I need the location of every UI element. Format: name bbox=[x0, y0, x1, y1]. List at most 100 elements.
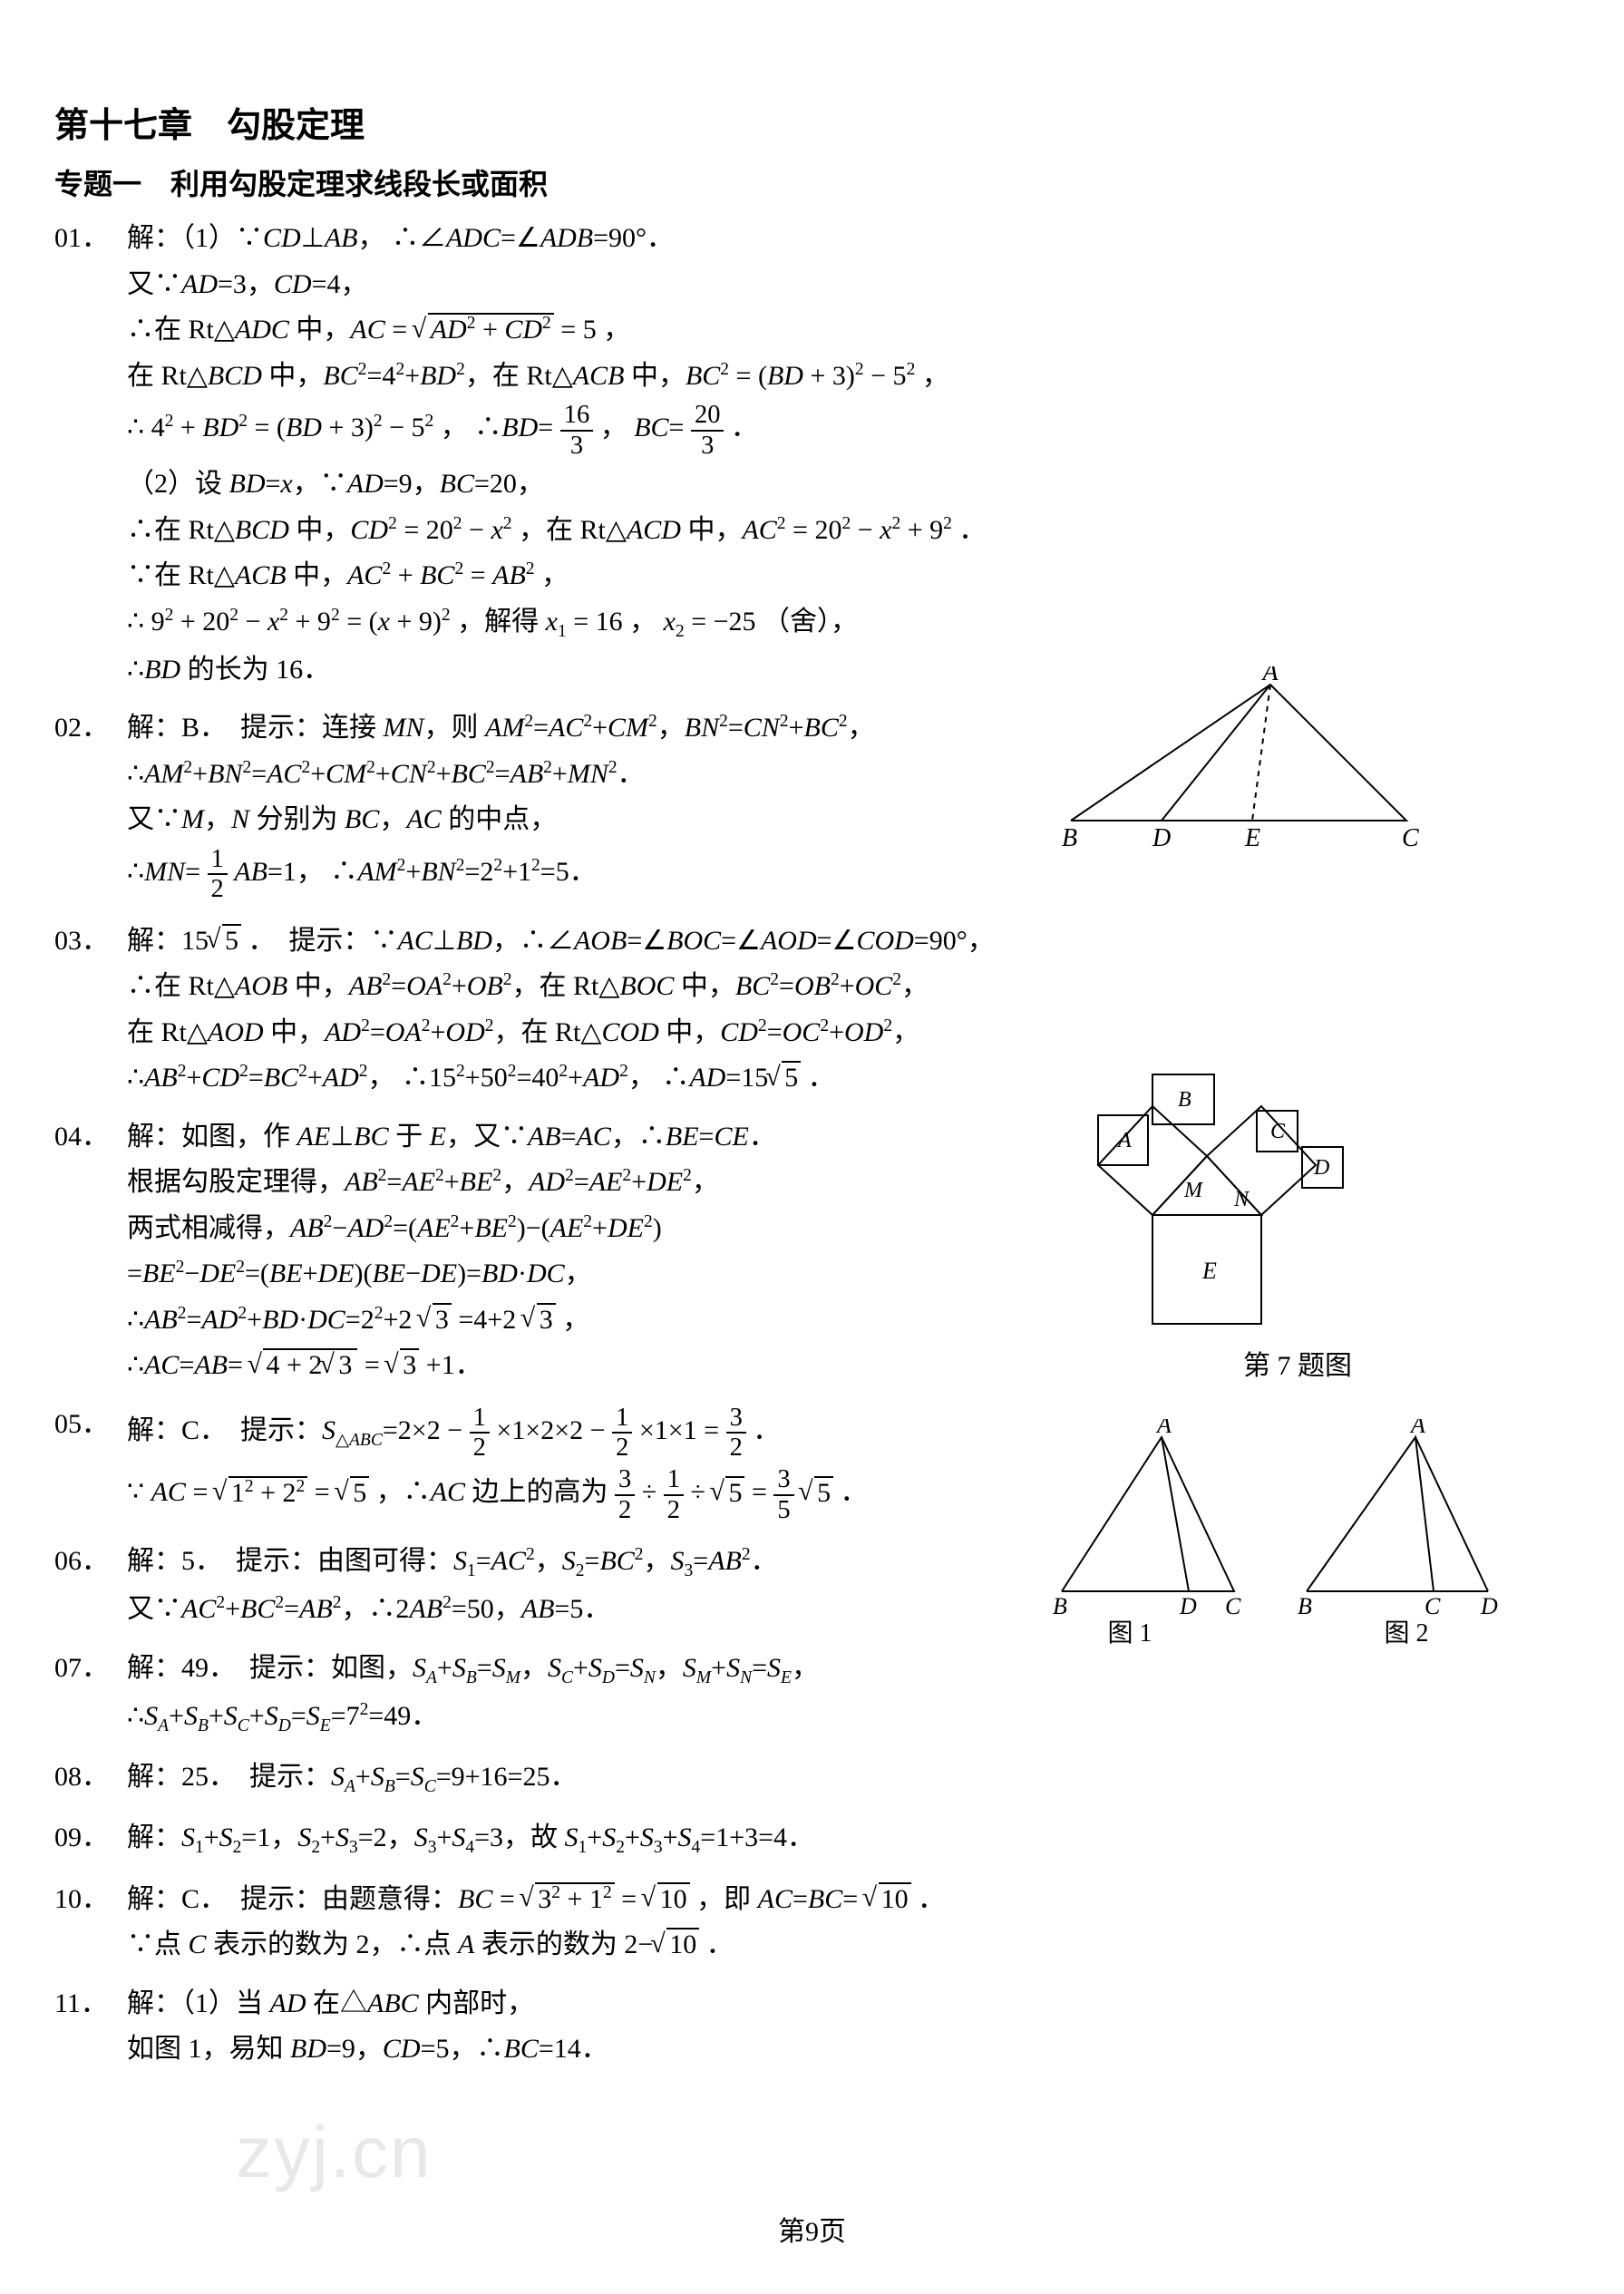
question-line: 解：25． 提示：SA+SB=SC=9+16=25． bbox=[127, 1756, 1034, 1801]
question-line: 两式相减得，AB2−AD2=(AE2+BE2)−(AE2+DE2) bbox=[127, 1208, 1034, 1250]
question-number: 11． bbox=[54, 1983, 127, 2075]
watermark: zyj.cn bbox=[236, 2111, 433, 2194]
question-line: 解：S1+S2=1，S2+S3=2，S3+S4=3，故 S1+S2+S3+S4=… bbox=[127, 1817, 1034, 1861]
question-body: 解：155 ． 提示：∵AC⊥BD，∴∠AOB=∠BOC=∠AOD=∠COD=9… bbox=[127, 920, 1034, 1103]
question: 07．解：49． 提示：如图，SA+SB=SM，SC+SD=SN，SM+SN=S… bbox=[54, 1648, 1034, 1744]
question-line: 解：（1）当 AD 在△ABC 内部时， bbox=[127, 1983, 1034, 2026]
question-body: 解：S1+S2=1，S2+S3=2，S3+S4=3，故 S1+S2+S3+S4=… bbox=[127, 1817, 1034, 1865]
chapter-title: 第十七章 勾股定理 bbox=[54, 100, 1034, 153]
pythagoras-tree-svg: E M N A B C D bbox=[1044, 1047, 1370, 1337]
topic-title: 专题一 利用勾股定理求线段长或面积 bbox=[54, 162, 1034, 208]
question-number: 05． bbox=[54, 1404, 127, 1528]
question-body: 解：C． 提示：S△ABC=2×2 − 12 ×1×2×2 − 12 ×1×1 … bbox=[127, 1404, 1034, 1528]
question-body: 解：B． 提示：连接 MN，则 AM2=AC2+CM2，BN2=CN2+BC2，… bbox=[127, 707, 1034, 907]
figure-q7: E M N A B C D bbox=[1044, 1047, 1551, 1383]
label-D7: D bbox=[1313, 1156, 1329, 1180]
question: 06．解：5． 提示：由图可得：S1=AC2，S2=BC2，S3=AB2．又∵A… bbox=[54, 1541, 1034, 1635]
question-line: ∴ 92 + 202 − x2 + 92 = (x + 9)2 ，解得 x1 =… bbox=[127, 601, 1034, 646]
q11-2-B: B bbox=[1298, 1593, 1312, 1619]
question-line: ∴AC=AB= 4 + 23 = 3 +1． bbox=[127, 1345, 1034, 1387]
question-line: 解：C． 提示：S△ABC=2×2 − 12 ×1×2×2 − 12 ×1×1 … bbox=[127, 1404, 1034, 1463]
question-line: 根据勾股定理得，AB2=AE2+BE2，AD2=AE2+DE2， bbox=[127, 1162, 1034, 1204]
questions-list: 01．解：（1）∵CD⊥AB， ∴∠ADC=∠ADB=90°．又∵AD=3，CD… bbox=[54, 218, 1034, 2074]
label-C: C bbox=[1402, 824, 1419, 848]
question-line: ∴BD 的长为 16． bbox=[127, 649, 1034, 692]
question-line: ∴在 Rt△AOB 中，AB2=OA2+OB2，在 Rt△BOC 中，BC2=O… bbox=[127, 966, 1034, 1008]
question-body: 解：（1）∵CD⊥AB， ∴∠ADC=∠ADB=90°．又∵AD=3，CD=4，… bbox=[127, 218, 1034, 695]
question: 02．解：B． 提示：连接 MN，则 AM2=AC2+CM2，BN2=CN2+B… bbox=[54, 707, 1034, 907]
question-line: 解：B． 提示：连接 MN，则 AM2=AC2+CM2，BN2=CN2+BC2， bbox=[127, 707, 1034, 750]
question-number: 07． bbox=[54, 1648, 127, 1744]
question-line: 解：5． 提示：由图可得：S1=AC2，S2=BC2，S3=AB2． bbox=[127, 1541, 1034, 1585]
question-line: 解：C． 提示：由题意得：BC = 32 + 12 = 10 ，即 AC=BC=… bbox=[127, 1879, 1034, 1921]
question: 03．解：155 ． 提示：∵AC⊥BD，∴∠AOB=∠BOC=∠AOD=∠CO… bbox=[54, 920, 1034, 1103]
question-line: 又∵M，N 分别为 BC，AC 的中点， bbox=[127, 799, 1034, 841]
question-number: 02． bbox=[54, 707, 127, 907]
question-line: ∴ 42 + BD2 = (BD + 3)2 − 52 ， ∴BD= 163 ，… bbox=[127, 401, 1034, 460]
question-number: 01． bbox=[54, 218, 127, 695]
question-body: 解：（1）当 AD 在△ABC 内部时，如图 1，易知 BD=9，CD=5，∴B… bbox=[127, 1983, 1034, 2075]
q11-1-B: B bbox=[1053, 1593, 1067, 1619]
question-line: ∵ AC = 12 + 22 = 5 ，∴AC 边上的高为 32 ÷ 12 ÷ … bbox=[127, 1465, 1034, 1524]
question-number: 10． bbox=[54, 1879, 127, 1970]
question-number: 03． bbox=[54, 920, 127, 1103]
question-line: ∴AM2+BN2=AC2+CM2+CN2+BC2=AB2+MN2． bbox=[127, 753, 1034, 796]
q11-triangles-svg: A B D C 图 1 A B C D 图 2 bbox=[1044, 1419, 1515, 1646]
question-line: 又∵AD=3，CD=4， bbox=[127, 264, 1034, 306]
question-line: 在 Rt△BCD 中，BC2=42+BD2，在 Rt△ACB 中，BC2 = (… bbox=[127, 355, 1034, 398]
q11-2-D: D bbox=[1480, 1593, 1498, 1619]
question-line: ∴在 Rt△BCD 中，CD2 = 202 − x2 ，在 Rt△ACD 中，A… bbox=[127, 510, 1034, 552]
question-line: 解：155 ． 提示：∵AC⊥BD，∴∠AOB=∠BOC=∠AOD=∠COD=9… bbox=[127, 920, 1034, 963]
question-line: 解：如图，作 AE⊥BC 于 E，又∵AB=AC，∴BE=CE． bbox=[127, 1116, 1034, 1159]
q11-1-A: A bbox=[1155, 1419, 1172, 1438]
question: 04．解：如图，作 AE⊥BC 于 E，又∵AB=AC，∴BE=CE．根据勾股定… bbox=[54, 1116, 1034, 1391]
label-A: A bbox=[1260, 666, 1279, 686]
question-number: 06． bbox=[54, 1541, 127, 1635]
question-line: 如图 1，易知 BD=9，CD=5，∴BC=14． bbox=[127, 2028, 1034, 2071]
question: 05．解：C． 提示：S△ABC=2×2 − 12 ×1×2×2 − 12 ×1… bbox=[54, 1404, 1034, 1528]
figure-q4: A B D E C bbox=[1044, 666, 1551, 848]
question: 10．解：C． 提示：由题意得：BC = 32 + 12 = 10 ，即 AC=… bbox=[54, 1879, 1034, 1970]
q11-2-A: A bbox=[1409, 1419, 1425, 1438]
question-body: 解：5． 提示：由图可得：S1=AC2，S2=BC2，S3=AB2．又∵AC2+… bbox=[127, 1541, 1034, 1635]
question-line: 解：49． 提示：如图，SA+SB=SM，SC+SD=SN，SM+SN=SE， bbox=[127, 1648, 1034, 1692]
question: 09．解：S1+S2=1，S2+S3=2，S3+S4=3，故 S1+S2+S3+… bbox=[54, 1817, 1034, 1865]
question-line: ∴AB2=AD2+BD·DC=22+2 3 =4+2 3 ， bbox=[127, 1299, 1034, 1342]
label-B7: B bbox=[1178, 1088, 1191, 1112]
figure-q11: A B D C 图 1 A B C D 图 2 bbox=[1044, 1419, 1551, 1646]
question-line: （2）设 BD=x，∵AD=9，BC=20， bbox=[127, 463, 1034, 506]
question-body: 解：25． 提示：SA+SB=SC=9+16=25． bbox=[127, 1756, 1034, 1804]
figures-column: A B D E C E M N bbox=[1044, 666, 1551, 1682]
question-line: ∴MN= 12 AB=1， ∴AM2+BN2=22+12=5． bbox=[127, 845, 1034, 904]
q11-cap1: 图 1 bbox=[1107, 1619, 1152, 1646]
label-C7: C bbox=[1270, 1120, 1286, 1143]
question: 11．解：（1）当 AD 在△ABC 内部时，如图 1，易知 BD=9，CD=5… bbox=[54, 1983, 1034, 2075]
content-column: 第十七章 勾股定理 专题一 利用勾股定理求线段长或面积 01．解：（1）∵CD⊥… bbox=[54, 100, 1034, 2075]
label-B: B bbox=[1062, 824, 1077, 848]
triangle-q4-svg: A B D E C bbox=[1044, 666, 1425, 848]
q11-cap2: 图 2 bbox=[1384, 1619, 1428, 1646]
question-line: ∴SA+SB+SC+SD=SE=72=49． bbox=[127, 1696, 1034, 1740]
q11-1-D: D bbox=[1179, 1593, 1197, 1619]
question-line: =BE2−DE2=(BE+DE)(BE−DE)=BD·DC， bbox=[127, 1253, 1034, 1296]
question-line: 在 Rt△AOD 中，AD2=OA2+OD2，在 Rt△COD 中，CD2=OC… bbox=[127, 1012, 1034, 1055]
question-line: 又∵AC2+BC2=AB2，∴2AB2=50，AB=5． bbox=[127, 1589, 1034, 1631]
question: 01．解：（1）∵CD⊥AB， ∴∠ADC=∠ADB=90°．又∵AD=3，CD… bbox=[54, 218, 1034, 695]
q11-1-C: C bbox=[1225, 1593, 1241, 1619]
question-body: 解：如图，作 AE⊥BC 于 E，又∵AB=AC，∴BE=CE．根据勾股定理得，… bbox=[127, 1116, 1034, 1391]
question-line: ∴AB2+CD2=BC2+AD2， ∴152+502=402+AD2， ∴AD=… bbox=[127, 1057, 1034, 1100]
page: 第十七章 勾股定理 专题一 利用勾股定理求线段长或面积 01．解：（1）∵CD⊥… bbox=[0, 0, 1624, 2294]
question-line: ∵点 C 表示的数为 2，∴点 A 表示的数为 2−10 ． bbox=[127, 1924, 1034, 1967]
question-number: 08． bbox=[54, 1756, 127, 1804]
figure-q7-caption: 第 7 题图 bbox=[1044, 1343, 1551, 1383]
question-line: ∴在 Rt△ADC 中，AC = AD2 + CD2 = 5 ， bbox=[127, 309, 1034, 352]
question: 08．解：25． 提示：SA+SB=SC=9+16=25． bbox=[54, 1756, 1034, 1804]
label-A7: A bbox=[1116, 1129, 1132, 1152]
question-number: 09． bbox=[54, 1817, 127, 1865]
q11-2-C: C bbox=[1425, 1593, 1441, 1619]
question-number: 04． bbox=[54, 1116, 127, 1391]
question-body: 解：C． 提示：由题意得：BC = 32 + 12 = 10 ，即 AC=BC=… bbox=[127, 1879, 1034, 1970]
label-M: M bbox=[1183, 1179, 1204, 1202]
label-E: E bbox=[1244, 824, 1260, 848]
question-line: 解：（1）∵CD⊥AB， ∴∠ADC=∠ADB=90°． bbox=[127, 218, 1034, 260]
